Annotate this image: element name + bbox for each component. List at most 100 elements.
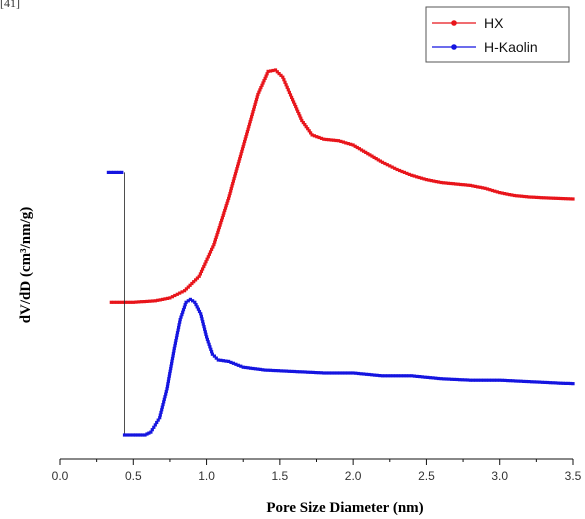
- data-point: [114, 170, 118, 174]
- data-point: [172, 346, 176, 350]
- data-point: [300, 118, 304, 123]
- data-point: [205, 335, 209, 339]
- data-point: [402, 374, 406, 378]
- data-point: [153, 299, 157, 303]
- data-point: [542, 196, 546, 200]
- data-point: [503, 192, 507, 196]
- data-point: [128, 433, 132, 437]
- data-point: [439, 180, 443, 185]
- data-point: [255, 95, 259, 99]
- data-point: [284, 369, 289, 373]
- data-point: [455, 377, 459, 382]
- data-point: [407, 374, 411, 378]
- data-point: [188, 297, 192, 301]
- data-point: [106, 170, 110, 174]
- data-point: [181, 308, 186, 312]
- data-point: [164, 389, 168, 394]
- data-point: [247, 125, 251, 129]
- data-point: [125, 433, 129, 437]
- data-point: [410, 173, 414, 177]
- data-point: [162, 397, 166, 401]
- data-point: [532, 195, 536, 199]
- data-point: [524, 379, 528, 384]
- data-point: [156, 418, 160, 422]
- data-point: [458, 378, 462, 382]
- data-point: [292, 100, 296, 104]
- data-point: [209, 347, 213, 351]
- data-point: [268, 368, 273, 372]
- data-point: [159, 410, 163, 414]
- data-point: [201, 322, 205, 326]
- data-point: [109, 170, 113, 174]
- data-point: [348, 371, 353, 375]
- data-point: [148, 299, 152, 303]
- data-point: [444, 181, 448, 185]
- data-point: [529, 195, 534, 199]
- data-point: [227, 196, 231, 200]
- data-point: [207, 342, 211, 346]
- data-point: [204, 260, 208, 264]
- data-point: [234, 362, 238, 366]
- data-point: [418, 375, 422, 379]
- data-point: [271, 368, 275, 373]
- data-point: [161, 403, 165, 407]
- data-point: [380, 160, 385, 164]
- data-point: [137, 300, 141, 304]
- data-point: [173, 293, 177, 298]
- data-point: [368, 153, 372, 157]
- data-point: [238, 157, 242, 161]
- data-point: [436, 376, 440, 381]
- data-point: [311, 370, 315, 374]
- data-point: [229, 189, 233, 193]
- data-point: [252, 107, 256, 111]
- data-point: [158, 416, 162, 420]
- data-point: [223, 208, 227, 213]
- data-point: [172, 349, 176, 353]
- data-point: [169, 364, 173, 368]
- data-point: [174, 339, 178, 343]
- data-point: [199, 312, 203, 316]
- data-point: [282, 78, 286, 82]
- data-point: [517, 194, 521, 198]
- data-point: [506, 379, 510, 383]
- data-point: [165, 387, 169, 391]
- data-point: [522, 379, 526, 383]
- data-point: [393, 166, 397, 170]
- data-point: [420, 375, 424, 379]
- data-point: [296, 109, 300, 113]
- data-point: [237, 159, 241, 163]
- data-point: [141, 433, 145, 437]
- data-point: [511, 379, 515, 383]
- data-point: [444, 377, 448, 381]
- data-point: [450, 377, 454, 381]
- data-point: [383, 374, 387, 378]
- data-point: [474, 378, 478, 382]
- data-point: [211, 245, 215, 249]
- data-point: [232, 177, 236, 181]
- data-point: [208, 345, 212, 349]
- data-point: [258, 88, 262, 92]
- data-point: [410, 374, 414, 378]
- data-point: [485, 187, 490, 191]
- data-point: [301, 121, 305, 125]
- data-point: [439, 377, 443, 381]
- data-point: [538, 380, 542, 384]
- data-point: [180, 313, 184, 317]
- data-point: [231, 182, 235, 186]
- data-point: [463, 378, 467, 382]
- data-point: [339, 139, 343, 143]
- data-point: [298, 370, 302, 374]
- data-point: [336, 139, 341, 143]
- data-point: [210, 352, 214, 356]
- data-point: [204, 332, 208, 336]
- data-point: [559, 196, 563, 201]
- data-point: [383, 161, 387, 166]
- data-point: [188, 283, 192, 287]
- data-point: [238, 154, 242, 158]
- data-point: [216, 358, 220, 362]
- data-point: [175, 331, 180, 335]
- data-point: [566, 197, 570, 201]
- data-point: [263, 76, 267, 80]
- data-point: [304, 125, 308, 129]
- data-point: [246, 366, 250, 370]
